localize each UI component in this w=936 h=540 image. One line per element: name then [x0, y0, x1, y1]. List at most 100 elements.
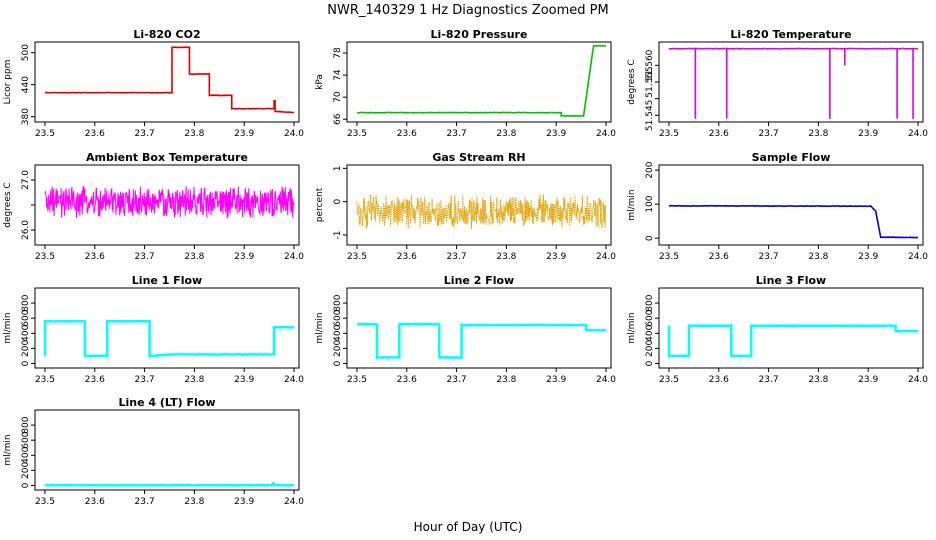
- panel-1: Li-820 CO2 23.5 23.6 23.7 23.8 23.9 24.0 380 440…: [3, 28, 304, 139]
- y-axis-label: degrees C: [627, 59, 637, 104]
- x-tick-label: 24.0: [596, 129, 616, 139]
- y-tick-label: 0: [645, 360, 655, 366]
- series-line-1: [356, 322, 607, 360]
- panel-3: Li-820 Temperature 23.5 23.6 23.7 23.8 23.9 24…: [627, 28, 928, 139]
- x-tick-label: 23.8: [184, 375, 204, 385]
- plot-frame: [658, 287, 924, 369]
- panel-title: Line 2 Flow: [444, 274, 514, 287]
- x-tick-label: 23.9: [858, 375, 878, 385]
- panels-group: Li-820 CO2 23.5 23.6 23.7 23.8 23.9 24.0 380 440…: [3, 28, 928, 507]
- y-tick-label: 70: [333, 91, 343, 103]
- series-line-1: [356, 44, 607, 118]
- panel-10: Line 4 (LT) Flow 23.5 23.6 23.7 23.8 23.9 24.0…: [3, 396, 304, 507]
- plot-frame: [346, 41, 612, 123]
- x-tick-label: 23.6: [397, 129, 417, 139]
- x-tick-label: 23.7: [447, 129, 467, 139]
- y-axis-label: kPa: [315, 74, 325, 90]
- y-tick-label: 0: [645, 235, 655, 241]
- panel-title: Li-820 Pressure: [431, 28, 528, 41]
- panel-title: Sample Flow: [752, 151, 831, 164]
- y-axis-label: percent: [315, 187, 325, 222]
- y-tick-label: 400: [333, 324, 343, 341]
- y-tick-label: 74: [333, 69, 343, 81]
- panel-title: Li-820 Temperature: [730, 28, 851, 41]
- x-tick-label: 23.5: [35, 129, 55, 139]
- x-tick-label: 23.8: [496, 252, 516, 262]
- series-line-1: [43, 319, 295, 359]
- y-axis-label: ml/min: [315, 312, 325, 343]
- x-tick-label: 23.6: [85, 375, 105, 385]
- y-axis-label: ml/min: [3, 434, 13, 465]
- x-axis-label: Hour of Day (UTC): [414, 520, 523, 534]
- x-tick-label: 23.8: [496, 129, 516, 139]
- y-tick-label: 78: [333, 47, 343, 59]
- series-line-1: [44, 186, 295, 219]
- x-tick-label: 23.7: [759, 252, 779, 262]
- x-tick-label: 23.9: [858, 252, 878, 262]
- x-tick-label: 23.7: [135, 497, 155, 507]
- panel-title: Gas Stream RH: [432, 151, 525, 164]
- x-tick-label: 24.0: [908, 252, 928, 262]
- x-tick-label: 23.5: [347, 252, 367, 262]
- x-tick-label: 23.5: [347, 129, 367, 139]
- x-tick-label: 23.7: [135, 252, 155, 262]
- y-tick-label: 200: [21, 462, 31, 479]
- x-tick-label: 23.9: [234, 129, 254, 139]
- panel-9: Line 3 Flow 23.5 23.6 23.7 23.8 23.9 24.0 0 2004…: [627, 274, 928, 385]
- x-tick-label: 23.6: [85, 252, 105, 262]
- x-tick-label: 23.9: [858, 129, 878, 139]
- x-tick-label: 23.6: [85, 129, 105, 139]
- figure-title: NWR_140329 1 Hz Diagnostics Zoomed PM: [327, 3, 609, 18]
- x-tick-label: 23.8: [496, 375, 516, 385]
- y-tick-label: 200: [645, 161, 655, 178]
- y-tick-label: 51.555: [645, 66, 655, 98]
- y-tick-label: 800: [333, 294, 343, 311]
- panel-8: Line 2 Flow 23.5 23.6 23.7 23.8 23.9 24.0 0 2004…: [315, 274, 616, 385]
- series-line-1: [44, 46, 295, 114]
- x-tick-label: 23.8: [184, 252, 204, 262]
- panel-6: Sample Flow 23.5 23.6 23.7 23.8 23.9 24.0 0 100 2…: [627, 151, 928, 262]
- x-tick-label: 23.9: [234, 375, 254, 385]
- x-tick-label: 23.6: [85, 497, 105, 507]
- panel-title: Line 4 (LT) Flow: [119, 396, 216, 409]
- plot-frame: [346, 287, 612, 369]
- panel-7: Line 1 Flow 23.5 23.6 23.7 23.8 23.9 24.0 0 2004…: [3, 274, 304, 385]
- plot-frame: [658, 164, 924, 246]
- x-tick-label: 23.7: [447, 375, 467, 385]
- y-tick-label: 440: [21, 76, 31, 93]
- y-tick-label: 1: [333, 165, 343, 171]
- x-tick-label: 23.7: [759, 129, 779, 139]
- y-tick-label: 27.0: [21, 170, 31, 190]
- y-tick-label: 51.545: [645, 100, 655, 132]
- x-tick-label: 23.7: [135, 375, 155, 385]
- x-tick-label: 23.8: [808, 129, 828, 139]
- x-tick-label: 24.0: [596, 252, 616, 262]
- x-tick-label: 24.0: [284, 375, 304, 385]
- panel-title: Line 1 Flow: [132, 274, 202, 287]
- y-tick-label: 800: [21, 416, 31, 433]
- y-tick-label: 26.0: [21, 220, 31, 240]
- y-tick-label: 0: [333, 199, 343, 205]
- x-tick-label: 23.7: [135, 129, 155, 139]
- x-tick-label: 23.5: [35, 497, 55, 507]
- plot-frame: [346, 164, 612, 246]
- y-tick-label: 200: [645, 340, 655, 357]
- x-tick-label: 24.0: [284, 497, 304, 507]
- x-tick-label: 23.8: [184, 129, 204, 139]
- x-tick-label: 23.6: [709, 375, 729, 385]
- x-tick-label: 23.8: [808, 252, 828, 262]
- y-tick-label: 200: [333, 340, 343, 357]
- y-tick-label: 600: [21, 309, 31, 326]
- series-line-1: [668, 204, 919, 239]
- x-tick-label: 23.9: [546, 252, 566, 262]
- x-tick-label: 23.6: [709, 129, 729, 139]
- panel-title: Ambient Box Temperature: [86, 151, 248, 164]
- y-tick-label: 380: [21, 108, 31, 125]
- y-tick-label: 600: [21, 431, 31, 448]
- x-tick-label: 24.0: [908, 375, 928, 385]
- y-tick-label: 0: [333, 360, 343, 366]
- x-tick-label: 23.5: [35, 252, 55, 262]
- y-axis-label: degrees C: [3, 182, 13, 227]
- x-tick-label: 23.9: [234, 252, 254, 262]
- panel-5: Gas Stream RH 23.5 23.6 23.7 23.8 23.9 24.0 -1 0…: [315, 151, 616, 262]
